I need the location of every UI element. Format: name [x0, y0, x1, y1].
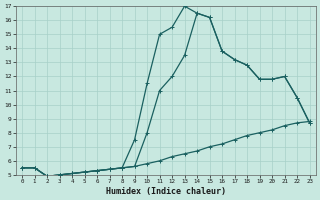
X-axis label: Humidex (Indice chaleur): Humidex (Indice chaleur)	[106, 187, 226, 196]
